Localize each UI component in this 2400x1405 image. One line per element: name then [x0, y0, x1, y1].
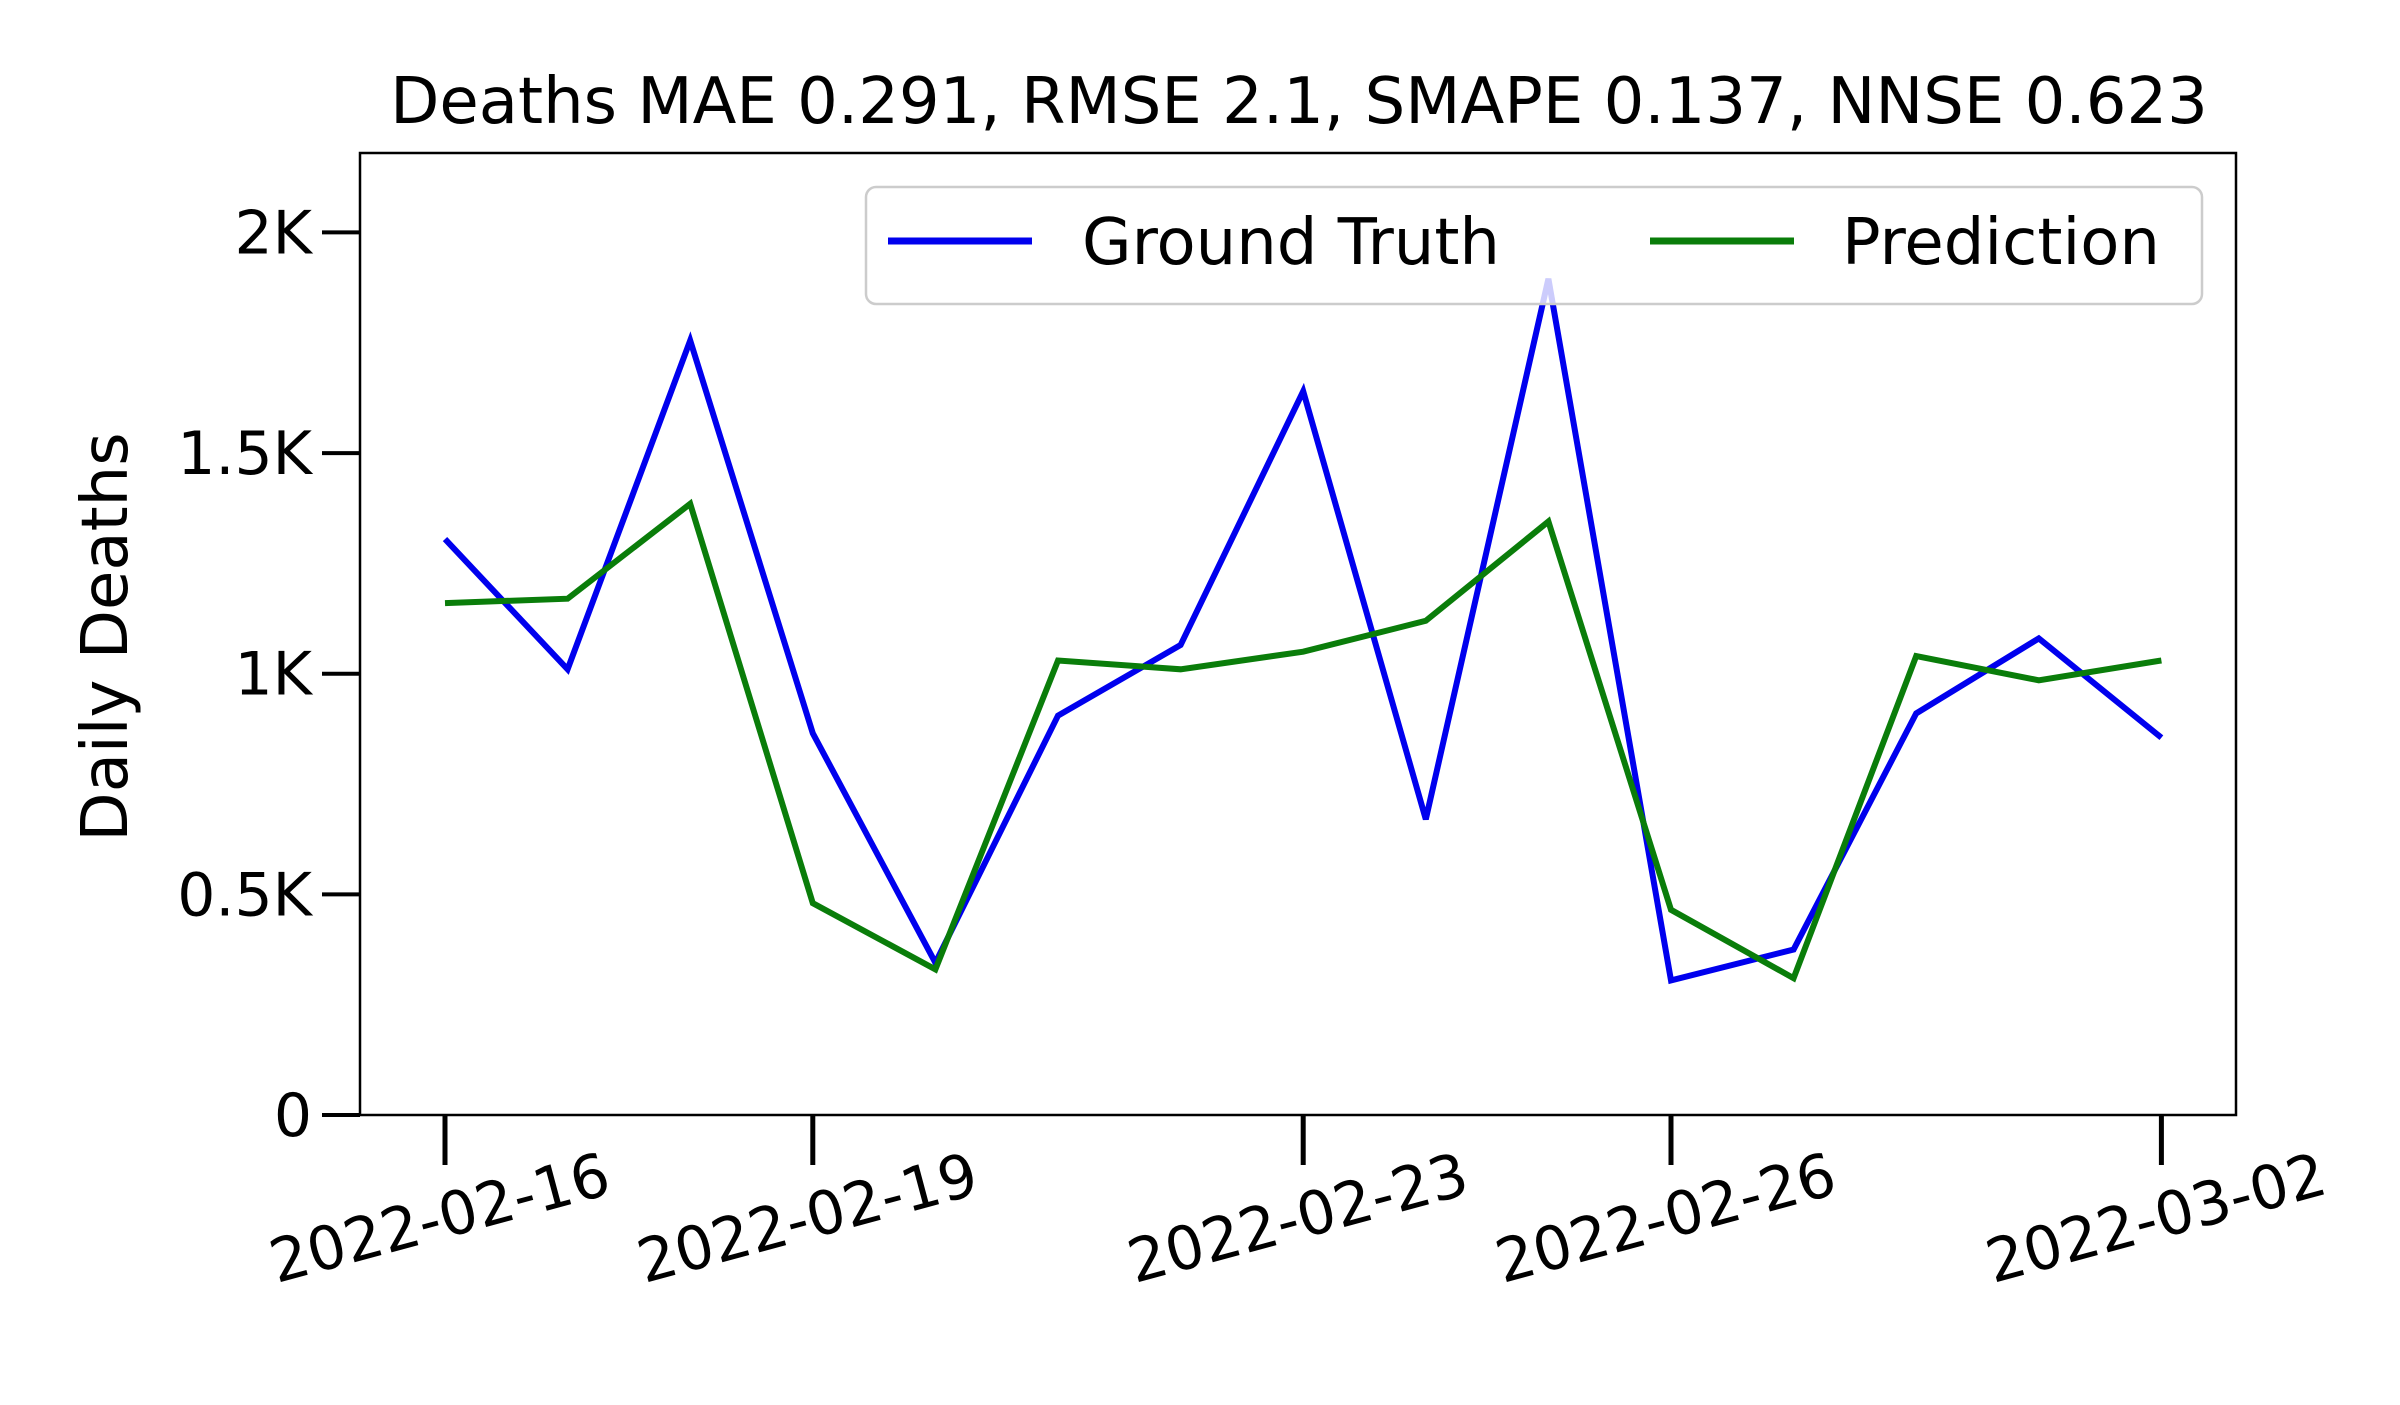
series-line-prediction — [444, 498, 2162, 983]
x-tick-label: 2022-02-19 — [630, 1140, 985, 1298]
series-lines — [442, 278, 2164, 985]
y-tick-label: 2K — [234, 198, 313, 268]
legend-label-ground-truth: Ground Truth — [1082, 206, 1500, 280]
x-tick-label: 2022-03-02 — [1979, 1140, 2334, 1298]
series-line-ground-truth — [442, 278, 2164, 985]
plot-area-frame — [358, 151, 2238, 1117]
y-axis-ticks: 0 0.5K 1K 1.5K 2K — [177, 198, 360, 1151]
legend: Ground Truth Prediction — [864, 185, 2204, 306]
x-tick-label: 2022-02-26 — [1488, 1140, 1843, 1298]
y-axis-label: Daily Deaths — [69, 432, 143, 841]
x-tick-label: 2022-02-16 — [262, 1140, 617, 1298]
legend-box — [864, 185, 2204, 306]
y-tick-label: 1.5K — [177, 419, 313, 489]
y-tick-label: 1K — [234, 640, 313, 710]
y-tick-label: 0 — [274, 1081, 312, 1151]
legend-label-prediction: Prediction — [1842, 206, 2160, 280]
chart-title: Deaths MAE 0.291, RMSE 2.1, SMAPE 0.137,… — [390, 65, 2208, 139]
x-axis-ticks: 2022-02-16 2022-02-19 2022-02-23 2022-02-26… — [262, 1115, 2334, 1298]
x-tick-label: 2022-02-23 — [1121, 1140, 1476, 1298]
y-tick-label: 0.5K — [177, 860, 313, 930]
